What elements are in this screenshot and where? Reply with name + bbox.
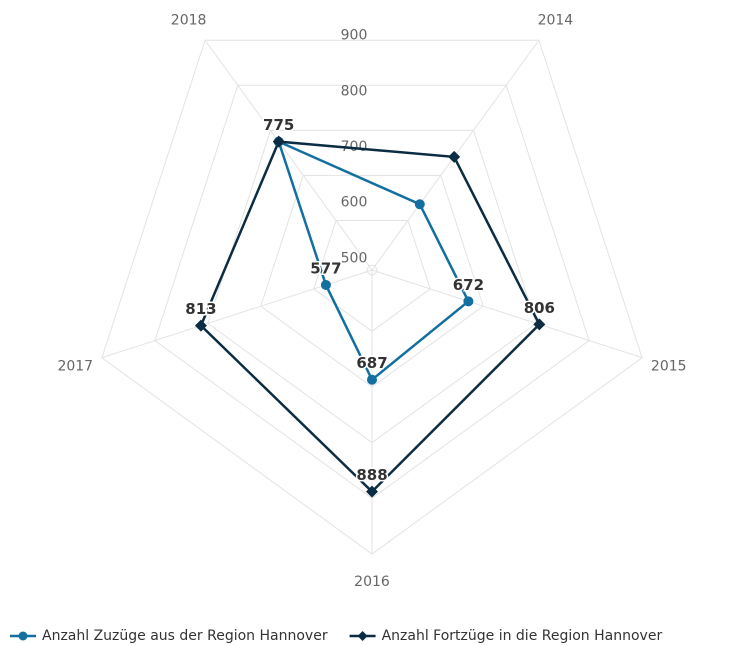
category-label: 2017 (57, 358, 93, 374)
legend-label: Anzahl Fortzüge in die Region Hannover (382, 628, 663, 644)
y-tick-label: 600 (341, 195, 368, 211)
data-label: 672 (453, 276, 484, 294)
marker (448, 150, 461, 163)
grid-ring (154, 84, 590, 499)
marker (367, 374, 377, 385)
grid-ring (260, 174, 484, 388)
series-line (276, 139, 470, 382)
marker (366, 485, 378, 498)
grid-frame (101, 39, 643, 555)
data-label: 813 (185, 300, 216, 318)
grid-ring (207, 129, 537, 444)
marker (320, 279, 331, 290)
y-tick-label: 800 (341, 83, 368, 99)
marker (194, 319, 207, 332)
y-tick-label: 900 (341, 28, 368, 44)
spoke (371, 269, 643, 359)
category-label: 2018 (171, 13, 207, 29)
marker (533, 318, 546, 331)
legend-marker (357, 631, 368, 641)
marker (414, 199, 425, 210)
category-label: 2016 (354, 574, 390, 590)
marker (272, 135, 285, 148)
data-label: 888 (356, 466, 387, 484)
y-tick-label: 500 (341, 250, 368, 266)
grid-ring (366, 264, 378, 277)
data-label: 775 (263, 116, 294, 134)
marker (463, 296, 474, 307)
data-label: 577 (310, 259, 341, 277)
data-label: 806 (524, 299, 555, 317)
legend-label: Anzahl Zuzüge aus der Region Hannover (42, 628, 328, 644)
legend-marker (18, 631, 28, 641)
category-label: 2015 (651, 358, 687, 374)
spoke (204, 39, 373, 271)
data-label: 687 (356, 354, 387, 372)
category-label: 2014 (538, 13, 574, 29)
grid-ring (313, 219, 431, 332)
series-line (199, 140, 541, 494)
